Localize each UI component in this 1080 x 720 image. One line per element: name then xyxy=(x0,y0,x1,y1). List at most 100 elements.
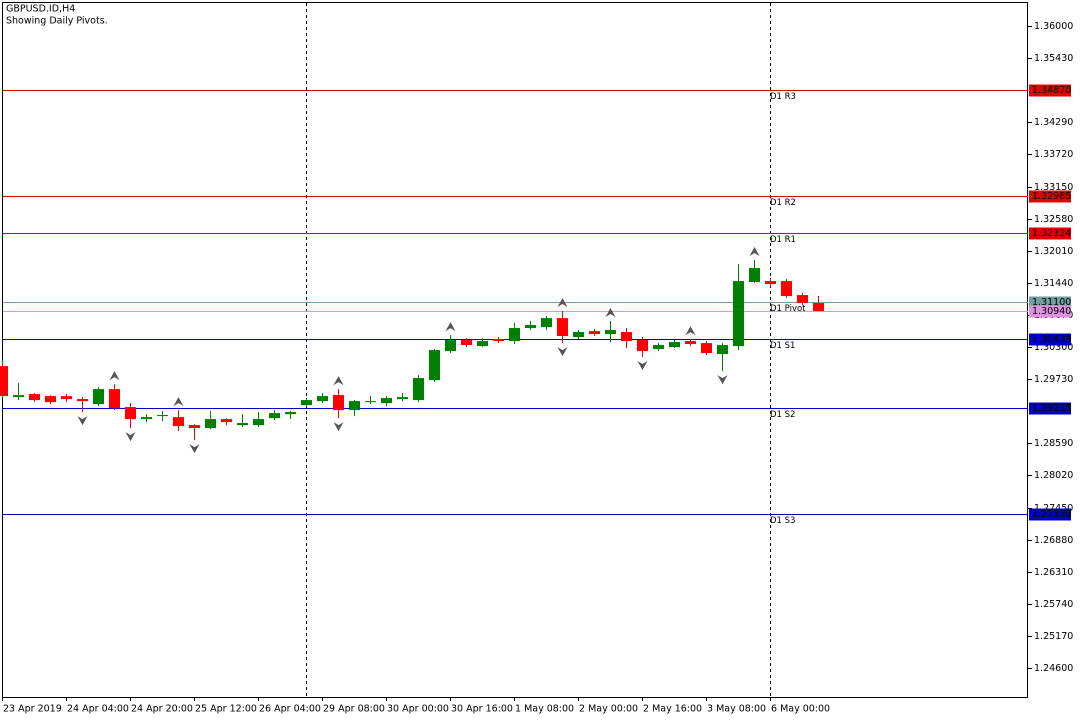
price-label-box xyxy=(1029,305,1071,318)
fractal-up xyxy=(109,371,120,381)
candle-body xyxy=(333,395,344,411)
candle-body xyxy=(685,341,696,345)
candle-body xyxy=(445,340,456,352)
x-tick-label: 30 Apr 00:00 xyxy=(387,704,449,715)
candle-body xyxy=(781,281,792,297)
candle-body xyxy=(77,399,88,402)
candle-body xyxy=(61,396,72,400)
candle-body xyxy=(669,342,680,348)
price-label: 1.34870 xyxy=(1032,85,1071,96)
candle-body xyxy=(525,325,536,329)
x-tick-label: 24 Apr 04:00 xyxy=(67,704,129,715)
y-tick-label: 1.35430 xyxy=(1034,53,1073,64)
y-tick-label: 1.33150 xyxy=(1034,182,1073,193)
fractal-down xyxy=(125,432,136,442)
x-tick-label: 3 May 08:00 xyxy=(707,704,766,715)
candle-body xyxy=(141,417,152,420)
fractal-up xyxy=(685,326,696,336)
pivot-name: D1 S1 xyxy=(770,341,795,351)
candle-body xyxy=(221,419,232,423)
candle-body xyxy=(13,395,24,398)
candle-body xyxy=(461,340,472,346)
fractal-up xyxy=(173,397,184,407)
fractal-up xyxy=(605,308,616,318)
candle-body xyxy=(189,425,200,429)
y-tick-label: 1.26310 xyxy=(1034,567,1073,578)
x-tick-label: 6 May 00:00 xyxy=(771,704,830,715)
fractal-down xyxy=(333,422,344,432)
candle-body xyxy=(637,340,648,352)
price-label-box xyxy=(1029,227,1071,240)
x-tick-label: 25 Apr 12:00 xyxy=(195,704,257,715)
candle-body xyxy=(413,378,424,401)
candle-body xyxy=(109,389,120,409)
candle-body xyxy=(557,318,568,337)
fractal-up xyxy=(557,298,568,308)
candle-body xyxy=(349,401,360,411)
candle-body xyxy=(717,345,728,355)
candle-body xyxy=(397,397,408,400)
fractal-down xyxy=(717,375,728,385)
y-tick-label: 1.25170 xyxy=(1034,631,1073,642)
price-label: 1.32985 xyxy=(1032,191,1071,202)
candle-body xyxy=(365,401,376,403)
candle-body xyxy=(173,417,184,427)
price-label-box xyxy=(1029,84,1071,97)
candle-body xyxy=(509,328,520,342)
candle-body xyxy=(813,303,824,311)
price-label-box xyxy=(1029,333,1071,346)
price-label: 1.31100 xyxy=(1032,297,1071,308)
y-tick-label: 1.31440 xyxy=(1034,278,1073,289)
candle-body xyxy=(573,332,584,338)
candle-body xyxy=(253,419,264,426)
price-label-box xyxy=(1029,402,1071,415)
candle-body xyxy=(797,295,808,304)
candle-body xyxy=(301,400,312,406)
fractal-down xyxy=(637,361,648,371)
candle-body xyxy=(285,412,296,415)
y-tick-label: 1.24600 xyxy=(1034,663,1073,674)
candle-body xyxy=(157,415,168,417)
y-tick-label: 1.32010 xyxy=(1034,246,1073,257)
x-tick-label: 2 May 00:00 xyxy=(579,704,638,715)
x-tick-label: 29 Apr 08:00 xyxy=(323,704,385,715)
candle-body xyxy=(749,268,760,283)
candle-body xyxy=(0,366,8,397)
x-tick-label: 1 May 08:00 xyxy=(515,704,574,715)
candle-body xyxy=(237,423,248,426)
y-tick-label: 1.32580 xyxy=(1034,214,1073,225)
candle-body xyxy=(269,413,280,419)
candle-body xyxy=(93,389,104,405)
price-label-box xyxy=(1029,508,1071,521)
candle-body xyxy=(541,318,552,328)
y-tick-label: 1.29730 xyxy=(1034,374,1073,385)
price-label: 1.27330 xyxy=(1032,509,1071,520)
candle-body xyxy=(429,350,440,381)
price-label: 1.30940 xyxy=(1032,306,1071,317)
candle-body xyxy=(45,396,56,403)
y-tick-label: 1.28590 xyxy=(1034,438,1073,449)
candle-body xyxy=(605,330,616,335)
x-tick-label: 30 Apr 16:00 xyxy=(451,704,513,715)
pivot-name: D1 S2 xyxy=(770,410,795,420)
candle-body xyxy=(125,407,136,420)
candle-body xyxy=(381,398,392,404)
candle-body xyxy=(589,331,600,335)
y-tick-label: 1.25740 xyxy=(1034,599,1073,610)
fractal-up xyxy=(333,376,344,386)
price-label: 1.29215 xyxy=(1032,403,1071,414)
x-tick-label: 2 May 16:00 xyxy=(643,704,702,715)
candle-body xyxy=(733,281,744,347)
fractal-up xyxy=(445,322,456,332)
chart-subtitle: Showing Daily Pivots. xyxy=(6,16,108,27)
candle-body xyxy=(317,396,328,402)
candle-body xyxy=(205,419,216,429)
candle-body xyxy=(765,281,776,285)
chart-title: GBPUSD.ID,H4 xyxy=(6,4,75,15)
pivot-name: D1 S3 xyxy=(770,516,795,526)
y-tick-label: 1.30300 xyxy=(1034,342,1073,353)
y-tick-label: 1.34290 xyxy=(1034,117,1073,128)
y-tick-label: 1.33720 xyxy=(1034,149,1073,160)
